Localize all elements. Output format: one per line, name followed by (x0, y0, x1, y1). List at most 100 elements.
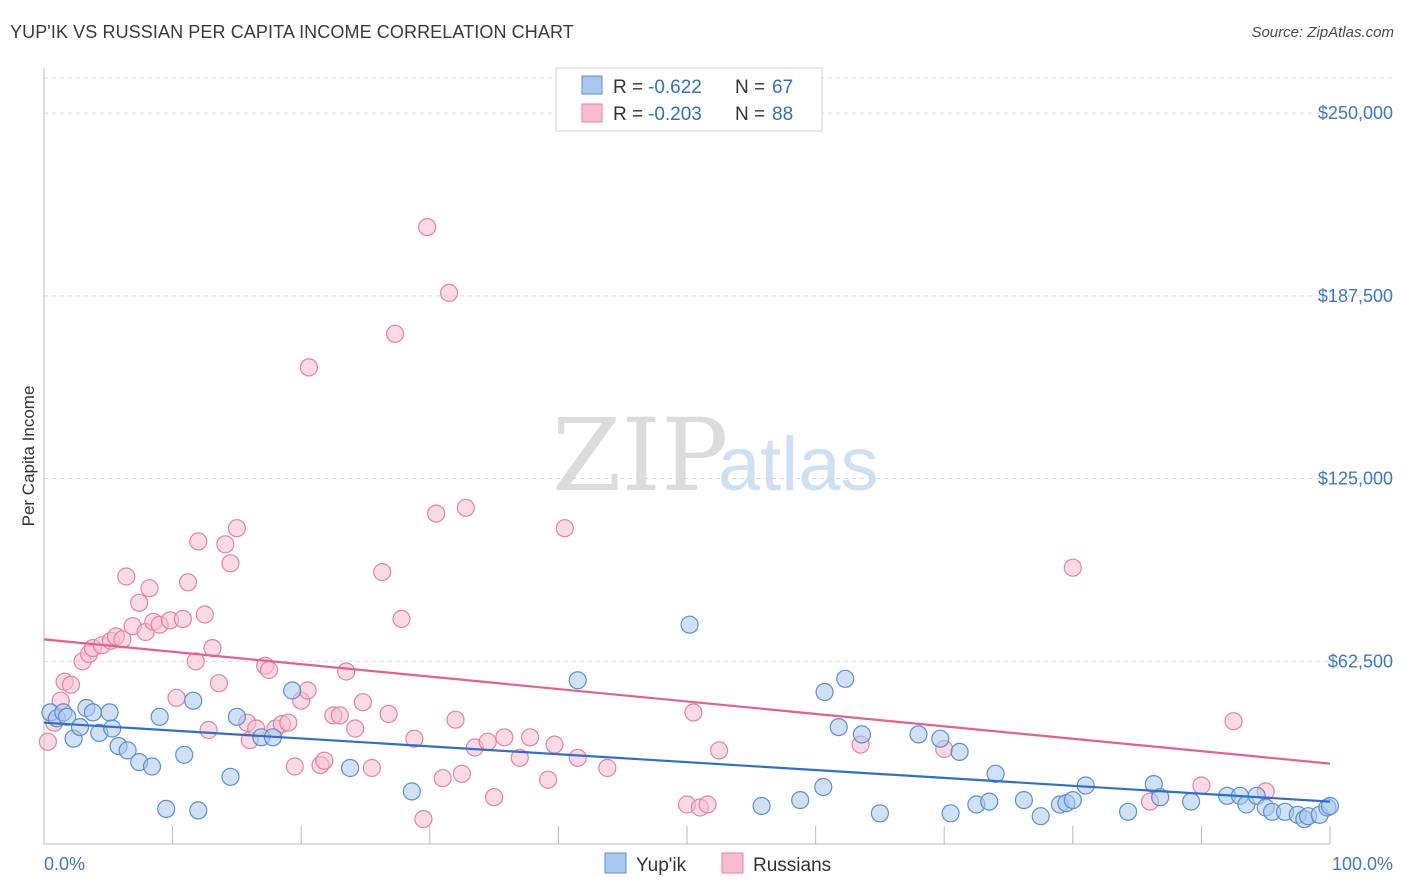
yupik-point-14 (142, 757, 162, 776)
russians-point-59 (427, 504, 446, 523)
yupik-point-25 (341, 758, 360, 778)
yupik-point-28 (680, 615, 699, 634)
russians-trend-line (43, 638, 1331, 765)
russians-point-57 (414, 809, 433, 829)
yupik-point-43 (986, 764, 1005, 783)
legend-n-value-1: 67 (772, 77, 793, 98)
yupik-point-32 (815, 682, 834, 702)
russians-point-56 (405, 729, 424, 748)
russians-point-42 (298, 681, 317, 700)
russians-point-53 (379, 704, 398, 724)
russians-point-61 (440, 283, 459, 302)
russians-point-64 (456, 498, 475, 517)
yupik-point-52 (1151, 788, 1170, 807)
yupik-point-35 (852, 725, 872, 744)
legend-r-label-2: R = (613, 104, 643, 125)
yupik-point-10 (103, 719, 122, 738)
x-tick-label-min: 0.0% (44, 854, 85, 874)
russians-point-31 (227, 519, 246, 538)
watermark: ZIP atlas (552, 397, 879, 514)
russians-point-36 (259, 660, 279, 680)
gridlines (44, 77, 1393, 662)
russians-point-54 (386, 324, 405, 343)
yupik-point-45 (1031, 807, 1050, 826)
legend-n-label-1: N = (735, 77, 765, 98)
russians-point-29 (216, 535, 235, 554)
russians-point-50 (353, 693, 372, 712)
russians-point-26 (199, 720, 218, 740)
legend-r-value-2: -0.203 (648, 104, 702, 125)
russians-point-74 (568, 748, 587, 767)
yupik-point-31 (814, 777, 833, 797)
legend-swatch-yupik (581, 75, 603, 95)
legend-bottom-label-yupik: Yup'ik (636, 855, 687, 876)
yupik-point-21 (227, 707, 246, 726)
yupik-point-9 (100, 703, 119, 722)
legend-r-label-1: R = (613, 77, 643, 98)
yupik-point-42 (980, 792, 999, 811)
russians-point-40 (285, 757, 304, 776)
russians-point-72 (545, 735, 564, 754)
russians-point-85 (1224, 712, 1243, 731)
y-tick-label-2: $187,500 (1318, 286, 1393, 306)
russians-point-28 (209, 674, 228, 693)
yupik-trend-line (43, 721, 1331, 803)
y-tick-label-0: $62,500 (1328, 651, 1393, 671)
russians-point-12 (117, 567, 136, 586)
russians-point-60 (433, 769, 452, 788)
yupik-point-40 (950, 742, 969, 762)
russians-point-47 (330, 706, 349, 725)
russians-point-67 (485, 788, 504, 807)
russians-point-52 (373, 562, 392, 582)
russians-point-48 (337, 662, 356, 681)
yupik-point-44 (1014, 790, 1034, 810)
yupik-point-38 (931, 729, 950, 748)
russians-point-62 (446, 710, 465, 729)
russians-point-73 (555, 519, 574, 538)
legend-n-label-2: N = (735, 104, 765, 125)
russians-point-75 (598, 758, 617, 778)
legend-bottom: Yup'ik Russians (604, 852, 831, 876)
russians-point-71 (538, 770, 558, 789)
watermark-zip: ZIP (552, 397, 728, 514)
russians-point-0 (38, 732, 58, 751)
watermark-atlas: atlas (718, 422, 879, 507)
yupik-point-27 (568, 671, 587, 690)
yupik-point-39 (941, 804, 960, 823)
legend-bottom-swatch-russians (721, 852, 744, 874)
russians-point-51 (362, 758, 381, 778)
russians-point-39 (279, 713, 298, 732)
yupik-point-12 (118, 741, 137, 760)
russians-point-20 (167, 688, 186, 707)
trend-lines (43, 638, 1331, 803)
russians-point-23 (186, 652, 205, 671)
yupik-point-7 (83, 703, 103, 722)
russians-point-14 (130, 593, 149, 612)
yupik-point-34 (836, 669, 855, 688)
legend-r-value-1: -0.622 (648, 77, 702, 98)
russians-point-16 (140, 579, 159, 598)
y-tick-label-1: $125,000 (1318, 469, 1393, 489)
russians-point-68 (495, 728, 514, 747)
russians-point-4 (61, 675, 81, 694)
russians-point-63 (452, 764, 471, 783)
russians-point-77 (684, 703, 703, 722)
yupik-point-19 (189, 801, 208, 820)
yupik-point-48 (1063, 790, 1082, 810)
yupik-point-24 (283, 681, 302, 700)
russians-point-49 (346, 719, 365, 738)
yupik-point-17 (175, 745, 194, 764)
russians-point-69 (510, 748, 529, 767)
yupik-point-18 (184, 691, 203, 710)
yupik-point-3 (57, 707, 77, 726)
russians-point-45 (315, 751, 334, 770)
y-tick-label-3: $250,000 (1318, 103, 1393, 123)
legend-swatch-russians (581, 103, 603, 123)
russians-point-66 (478, 732, 497, 751)
y-tick-labels: $62,500 $125,000 $187,500 $250,000 (1318, 103, 1393, 671)
russians-point-80 (709, 741, 729, 760)
russians-point-25 (195, 605, 214, 624)
yupik-point-37 (909, 725, 928, 744)
yupik-point-36 (870, 804, 890, 823)
